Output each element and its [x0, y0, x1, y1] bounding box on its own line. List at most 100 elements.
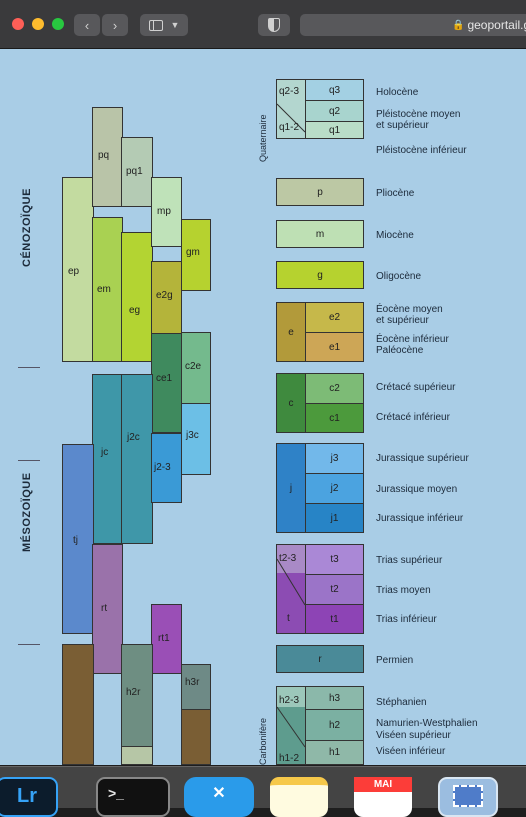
column-label: j2c [127, 432, 140, 443]
legend-box-h1: h1 [305, 740, 364, 765]
address-bar[interactable]: 🔒 geoportail.g [300, 14, 526, 36]
legend-text-cretace-superieur: Crétacé supérieur [376, 382, 456, 393]
column-gm: gm [181, 219, 211, 291]
legend-box-q3: q3 [305, 79, 364, 101]
column-ce1: ce1 [151, 333, 182, 433]
legend-text-namurien-westphalien: Namurien-Westphalien [376, 718, 478, 729]
sidebar-toggle-button[interactable]: ▼ [140, 14, 188, 36]
legend-code: q2 [328, 105, 341, 117]
column-label: rt [101, 603, 108, 614]
legend-code: g [317, 269, 323, 281]
legend-box-t3: t3 [305, 544, 364, 575]
legend-box-e1: e1 [305, 332, 364, 362]
legend-text-viseen-inferieur: Viséen inférieur [376, 746, 446, 757]
legend-text-cretace-inferieur: Crétacé inférieur [376, 412, 450, 423]
column-j2-3: j2-3 [151, 433, 182, 503]
legend-code: h1 [328, 747, 341, 758]
column-j2c: j2c [121, 374, 153, 544]
legend-text-stephanien: Stéphanien [376, 697, 427, 708]
legend-box-r: r [276, 645, 364, 673]
calendar-app-icon[interactable]: MAI [354, 777, 412, 817]
legend-group-carbonifere: Carbonifère [258, 717, 268, 765]
geologic-legend-image: CÉNOZOÏQUE MÉSOZOÏQUE ep em eg e2g pq pq… [0, 49, 526, 765]
legend-group-quaternaire: Quaternaire [258, 114, 268, 162]
close-window-button[interactable] [12, 18, 24, 30]
legend-code: t2-3 [279, 553, 297, 564]
column-c2e: c2e [181, 332, 211, 404]
legend-text-holocene: Holocène [376, 87, 419, 98]
shield-icon [268, 18, 280, 32]
diagonal-split [277, 103, 305, 133]
legend-code: q1-2 [279, 122, 300, 133]
stamp-icon [453, 785, 483, 807]
sidebar-icon [148, 19, 163, 31]
column-label: jc [101, 447, 109, 458]
legend-box-t2-3-t: t2-3 t [276, 544, 306, 634]
zoom-window-button[interactable] [52, 18, 64, 30]
legend-box-q1: q1 [305, 121, 364, 139]
notes-app-icon[interactable] [270, 777, 328, 817]
minimize-window-button[interactable] [32, 18, 44, 30]
column-pq: pq [92, 107, 123, 207]
legend-text-permien: Permien [376, 655, 414, 666]
legend-box-m: m [276, 220, 364, 248]
legend-code: t [287, 613, 290, 624]
column-pq1: pq1 [121, 137, 153, 207]
legend-text-jurassique-moyen: Jurassique moyen [376, 484, 458, 495]
column-label: rt1 [158, 633, 170, 644]
column-label: ep [68, 266, 80, 277]
legend-text-trias-superieur: Trias supérieur [376, 555, 443, 566]
legend-box-h2-3-h1-2: h2-3 h1-2 [276, 686, 306, 765]
column-rt: rt [92, 544, 123, 674]
legend-text-jurassique-inferieur: Jurassique inférieur [376, 513, 464, 524]
column-label: h2r [126, 687, 141, 698]
legend-code: t2 [330, 584, 339, 595]
mail-app-icon[interactable] [438, 777, 498, 817]
column-label: pq [98, 150, 110, 161]
column-label: em [97, 284, 111, 295]
privacy-report-button[interactable] [258, 14, 290, 36]
legend-code: h2-3 [279, 695, 300, 706]
terminal-app-icon[interactable]: >_ [96, 777, 170, 817]
legend-box-j3: j3 [305, 443, 364, 474]
legend-box-p: p [276, 178, 364, 206]
legend-code: j3 [330, 453, 339, 464]
legend-code: t1 [330, 613, 339, 625]
era-label-cenozoic: CÉNOZOÏQUE [21, 188, 33, 267]
legend-code: t3 [330, 554, 339, 565]
column-jc: jc [92, 374, 123, 544]
legend-code: j1 [330, 512, 339, 524]
column-eg: eg [121, 232, 153, 362]
column-j3c: j3c [181, 403, 211, 475]
legend-text-trias-inferieur: Trias inférieur [376, 614, 437, 625]
era-label-mesozoic: MÉSOZOÏQUE [21, 472, 33, 552]
era-boundary-mark [18, 644, 40, 645]
column-label: e2g [156, 290, 173, 301]
dock: Lr >_ ✕ MAI [0, 766, 526, 817]
legend-box-c2: c2 [305, 373, 364, 404]
column-lower-mid [121, 746, 153, 765]
legend-code: p [317, 186, 323, 198]
column-label: gm [186, 247, 200, 258]
chevron-down-icon: ▼ [170, 20, 180, 30]
legend-code: q1 [328, 124, 341, 136]
back-button[interactable]: ‹ [74, 14, 100, 36]
legend-text-pleistocene-moyen-2: et supérieur [376, 120, 429, 131]
lightroom-app-icon[interactable]: Lr [0, 777, 58, 817]
legend-text-oligocene: Oligocène [376, 271, 422, 282]
column-tj: tj [62, 444, 94, 634]
column-label: j2-3 [154, 462, 171, 473]
legend-box-j: j [276, 443, 306, 533]
legend-box-h3: h3 [305, 686, 364, 710]
legend-code: e [288, 326, 294, 338]
legend-box-q2: q2 [305, 100, 364, 122]
legend-code: q3 [328, 84, 341, 96]
forward-button[interactable]: › [102, 14, 128, 36]
legend-box-t1: t1 [305, 604, 364, 634]
xcode-app-icon[interactable]: ✕ [184, 777, 254, 817]
legend-box-g: g [276, 261, 364, 289]
legend-code: j2 [330, 483, 339, 494]
legend-code: r [318, 653, 322, 665]
chevron-right-icon: › [112, 17, 118, 33]
legend-code: j [289, 482, 293, 494]
